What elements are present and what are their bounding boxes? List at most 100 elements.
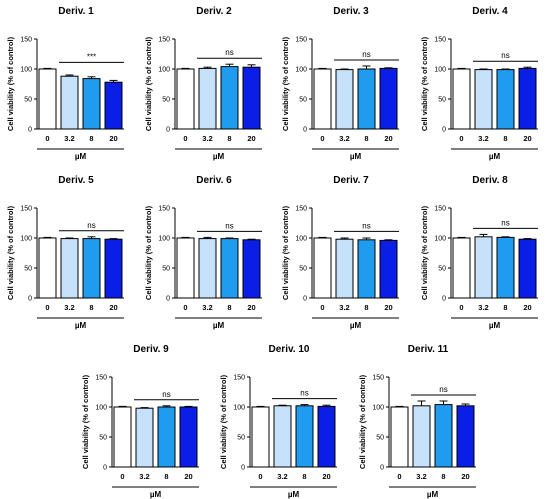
x-tick-label: 3.2 (64, 134, 74, 143)
chart-title: Deriv. 9 (133, 344, 169, 355)
chart-panel-1: Deriv. 1 0 50 100 150 Cell viability (% of co… (6, 6, 124, 161)
bar (335, 69, 354, 130)
chart-title: Deriv. 2 (196, 6, 232, 17)
bar (452, 68, 471, 130)
significance-label: ns (362, 221, 370, 230)
x-axis-label: µM (350, 152, 362, 161)
y-tick-label: 150 (158, 206, 170, 213)
y-axis-label: Cell viability (% of control) (6, 205, 15, 300)
bar (379, 67, 398, 130)
bar (452, 237, 471, 299)
y-axis-label: Cell viability (% of control) (358, 374, 367, 469)
bar (474, 69, 493, 130)
x-tick-label: 20 (523, 134, 531, 143)
x-tick-label: 8 (164, 472, 168, 481)
bar (313, 68, 332, 130)
x-tick-label: 8 (302, 472, 306, 481)
x-tick-label: 3.2 (202, 303, 212, 312)
x-tick-label: 20 (322, 472, 330, 481)
x-axis-label: µM (75, 152, 87, 161)
chart-title: Deriv. 6 (196, 175, 232, 186)
y-tick-label: 0 (166, 127, 170, 134)
y-tick-label: 150 (20, 206, 32, 213)
y-tick-label: 0 (28, 127, 32, 134)
chart-panel-7: Deriv. 7 0 50 100 150 Cell viability (% of co… (281, 175, 399, 330)
y-axis-label: Cell viability (% of control) (219, 374, 228, 469)
y-tick-label: 100 (434, 67, 446, 74)
chart-panel-2: Deriv. 2 0 50 100 150 Cell viability (% of co… (144, 6, 262, 161)
y-tick-label: 50 (162, 266, 170, 273)
chart-title: Deriv. 7 (333, 175, 369, 186)
bar (335, 238, 354, 299)
bar (357, 68, 376, 130)
significance-label: ns (439, 385, 447, 394)
x-tick-label: 8 (503, 134, 507, 143)
bar (412, 405, 431, 468)
chart-title: Deriv. 8 (472, 175, 508, 186)
bar (179, 406, 198, 468)
significance-label: ns (87, 221, 95, 230)
bar (176, 68, 195, 130)
bar (295, 405, 314, 468)
x-tick-label: 0 (45, 134, 49, 143)
y-tick-label: 0 (241, 465, 245, 472)
chart-title: Deriv. 3 (333, 6, 369, 17)
bar (176, 237, 195, 299)
bar (38, 237, 57, 299)
x-tick-label: 3.2 (64, 303, 74, 312)
y-tick-label: 150 (233, 375, 245, 382)
y-tick-label: 100 (295, 236, 307, 243)
significance-label: ns (300, 389, 308, 398)
x-tick-label: 3.2 (139, 472, 149, 481)
x-tick-label: 3.2 (277, 472, 287, 481)
x-tick-label: 3.2 (478, 134, 488, 143)
x-tick-label: 20 (109, 134, 117, 143)
x-tick-label: 0 (320, 303, 324, 312)
bar (496, 69, 515, 130)
bar (242, 239, 261, 299)
x-tick-label: 3.2 (339, 134, 349, 143)
bar (82, 78, 101, 130)
y-tick-label: 50 (299, 266, 307, 273)
x-tick-label: 20 (384, 303, 392, 312)
bar (198, 67, 217, 130)
y-tick-label: 0 (442, 296, 446, 303)
y-tick-label: 100 (372, 405, 384, 412)
y-tick-label: 100 (295, 67, 307, 74)
y-tick-label: 0 (303, 296, 307, 303)
bar (456, 405, 475, 468)
bar (220, 66, 239, 130)
bar (379, 239, 398, 299)
x-tick-label: 20 (523, 303, 531, 312)
y-tick-label: 150 (95, 375, 107, 382)
x-tick-label: 8 (227, 134, 231, 143)
chart-panel-9: Deriv. 9 0 50 100 150 Cell viability (% of co… (81, 344, 199, 499)
x-tick-label: 0 (120, 472, 124, 481)
y-tick-label: 100 (20, 67, 32, 74)
y-tick-label: 100 (20, 236, 32, 243)
bar (60, 75, 79, 130)
y-tick-label: 100 (95, 405, 107, 412)
bar (313, 237, 332, 299)
bar (82, 238, 101, 299)
bar (434, 404, 453, 468)
y-tick-label: 50 (162, 97, 170, 104)
chart-title: Deriv. 4 (472, 6, 508, 17)
y-tick-label: 0 (166, 296, 170, 303)
y-tick-label: 100 (158, 236, 170, 243)
bar (518, 67, 537, 130)
x-tick-label: 3.2 (478, 303, 488, 312)
x-tick-label: 8 (503, 303, 507, 312)
x-tick-label: 8 (89, 303, 93, 312)
bar (357, 239, 376, 299)
x-tick-label: 20 (109, 303, 117, 312)
y-tick-label: 50 (438, 266, 446, 273)
x-tick-label: 20 (384, 134, 392, 143)
y-axis-label: Cell viability (% of control) (6, 36, 15, 131)
significance-label: ns (225, 221, 233, 230)
chart-title: Deriv. 1 (58, 6, 94, 17)
bar (198, 238, 217, 299)
bar (273, 405, 292, 468)
chart-panel-5: Deriv. 5 0 50 100 150 Cell viability (% of co… (6, 175, 124, 330)
